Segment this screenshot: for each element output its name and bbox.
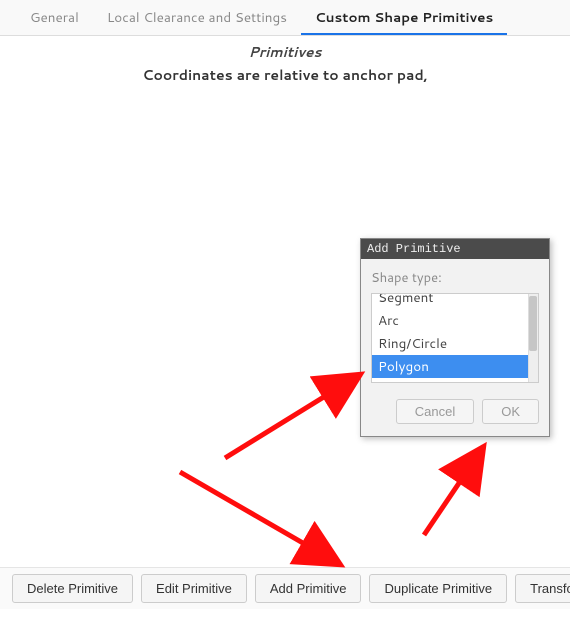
scrollbar-track[interactable] (528, 294, 538, 382)
edit-primitive-button[interactable]: Edit Primitive (141, 574, 247, 603)
duplicate-primitive-button[interactable]: Duplicate Primitive (369, 574, 507, 603)
cancel-button[interactable]: Cancel (396, 399, 474, 424)
section-note: Coordinates are relative to anchor pad, (0, 62, 570, 91)
list-item-segment[interactable]: Segment (372, 293, 538, 309)
button-bar: Delete Primitive Edit Primitive Add Prim… (0, 567, 570, 609)
add-primitive-button[interactable]: Add Primitive (255, 574, 362, 603)
transform-primitive-button[interactable]: Transform (515, 574, 570, 603)
section-subtitle: Primitives (0, 36, 570, 62)
ok-button[interactable]: OK (482, 399, 539, 424)
shape-type-label: Shape type: (371, 269, 539, 287)
list-item-arc[interactable]: Arc (372, 309, 538, 332)
add-primitive-dialog: Add Primitive Shape type: SegmentArcRing… (360, 238, 550, 437)
dialog-title: Add Primitive (361, 239, 549, 259)
tab-local-clearance-and-settings[interactable]: Local Clearance and Settings (93, 0, 301, 35)
tab-custom-shape-primitives[interactable]: Custom Shape Primitives (301, 0, 507, 35)
tab-general[interactable]: General (16, 0, 93, 35)
tab-bar: GeneralLocal Clearance and SettingsCusto… (0, 0, 570, 36)
list-item-polygon[interactable]: Polygon (372, 355, 538, 378)
list-item-ring-circle[interactable]: Ring/Circle (372, 332, 538, 355)
scrollbar-thumb[interactable] (529, 296, 537, 351)
shape-type-listbox[interactable]: SegmentArcRing/CirclePolygon (371, 293, 539, 383)
delete-primitive-button[interactable]: Delete Primitive (12, 574, 133, 603)
